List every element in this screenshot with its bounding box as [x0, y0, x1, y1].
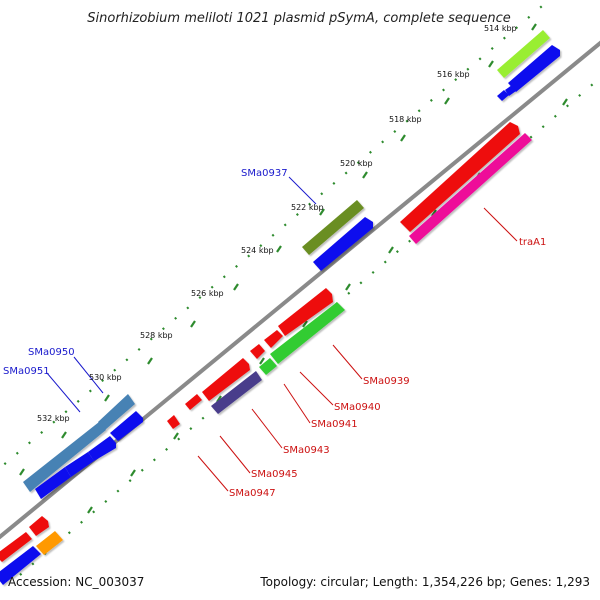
leader-sma0939 [332, 344, 363, 380]
tick-labels: 514 kbp 516 kbp 518 kbp 520 kbp 522 kbp … [37, 24, 517, 423]
gene-label-sma0947[interactable]: SMa0947 [229, 488, 276, 499]
gene-label-sma0941[interactable]: SMa0941 [311, 419, 358, 430]
tick-label-528: 528 kbp [140, 331, 173, 340]
gene-blue-0951b[interactable] [65, 452, 94, 477]
gene-label-sma0951[interactable]: SMa0951 [3, 366, 50, 377]
gene-slate-0943[interactable] [211, 371, 262, 414]
gene-blue-0951c[interactable] [35, 467, 71, 499]
gene-steel-0950[interactable] [98, 394, 135, 430]
inner-tick [302, 320, 308, 328]
tick-label-516: 516 kbp [437, 70, 470, 79]
major-tick [319, 208, 325, 216]
inner-tick [259, 357, 265, 365]
outer-dotted-track [0, 0, 551, 470]
gene-olive-0937[interactable] [302, 200, 364, 255]
major-tick [190, 320, 196, 328]
major-tick [147, 357, 153, 365]
major-ticks [19, 23, 568, 551]
leader-traa1 [483, 207, 518, 242]
gene-red-bl-b[interactable] [0, 532, 32, 562]
gene-red-0940[interactable] [264, 330, 283, 348]
gene-lime-514[interactable] [497, 30, 550, 78]
major-tick [19, 468, 25, 476]
major-tick [444, 97, 450, 105]
inner-tick [130, 469, 136, 477]
gene-red-0947[interactable] [167, 415, 180, 429]
gene-blue-0950[interactable] [110, 411, 143, 441]
gene-label-sma0945[interactable]: SMa0945 [251, 469, 298, 480]
inner-tick [173, 432, 179, 440]
gene-red-0939a[interactable] [278, 288, 333, 336]
gene-magenta-tra[interactable] [409, 133, 532, 244]
leader-sma0947 [197, 455, 229, 492]
gene-label-sma0939[interactable]: SMa0939 [363, 376, 410, 387]
gene-blue-small-b[interactable] [505, 85, 516, 96]
gene-red-0941[interactable] [250, 344, 265, 359]
leader-sma0941 [283, 383, 311, 424]
inner-tick [87, 506, 93, 514]
gene-red-tra[interactable] [400, 122, 520, 232]
tick-label-530: 530 kbp [89, 373, 122, 382]
gene-blue-bl[interactable] [0, 546, 41, 585]
major-tick [488, 60, 494, 68]
leader-sma0940 [299, 371, 334, 406]
gene-red-bl-a[interactable] [29, 516, 49, 536]
gene-green-0941[interactable] [259, 358, 277, 375]
gene-blue-0951a[interactable] [88, 436, 116, 461]
inner-tick [562, 98, 568, 106]
tick-label-526: 526 kbp [191, 289, 224, 298]
inner-tick [345, 283, 351, 291]
leader-sma0950 [73, 356, 104, 394]
major-tick [531, 23, 537, 31]
major-tick [61, 431, 67, 439]
gene-label-sma0937[interactable]: SMa0937 [241, 168, 288, 179]
topology-summary: Topology: circular; Length: 1,354,226 bp… [259, 575, 590, 589]
gene-green-0939[interactable] [270, 302, 345, 364]
major-tick [233, 283, 239, 291]
gene-features[interactable] [0, 30, 560, 585]
accession-text: Accession: NC_003037 [8, 575, 144, 589]
tick-label-524: 524 kbp [241, 246, 274, 255]
gene-label-sma0943[interactable]: SMa0943 [283, 445, 330, 456]
tick-label-518: 518 kbp [389, 115, 422, 124]
gene-blue-515[interactable] [508, 45, 560, 92]
gene-steel-0951[interactable] [23, 422, 106, 492]
leader-sma0937 [288, 176, 317, 205]
tick-label-522: 522 kbp [291, 203, 324, 212]
gene-orange-bl[interactable] [36, 531, 63, 555]
genome-backbone [0, 40, 600, 540]
map-title: Sinorhizobium meliloti 1021 plasmid pSym… [87, 11, 510, 26]
major-tick [104, 394, 110, 402]
tick-label-520: 520 kbp [340, 159, 373, 168]
tick-label-532: 532 kbp [37, 414, 70, 423]
major-tick [362, 171, 368, 179]
gene-blue-0937[interactable] [313, 217, 373, 271]
major-tick [276, 245, 282, 253]
major-tick [400, 134, 406, 142]
inner-tick [388, 246, 394, 254]
leader-lines [46, 176, 518, 492]
leader-sma0951 [46, 372, 81, 413]
gene-labels[interactable]: SMa0937 SMa0950 SMa0951 traA1 SMa0939 SM… [3, 168, 546, 499]
tick-label-514: 514 kbp [484, 24, 517, 33]
gene-label-traa1[interactable]: traA1 [519, 237, 546, 248]
gene-label-sma0940[interactable]: SMa0940 [334, 402, 381, 413]
gene-red-0943[interactable] [202, 358, 250, 401]
gene-blue-small-a[interactable] [497, 90, 509, 101]
leader-sma0945 [219, 435, 251, 474]
gene-red-0945[interactable] [185, 394, 202, 410]
gene-label-sma0950[interactable]: SMa0950 [28, 347, 75, 358]
leader-sma0943 [251, 408, 283, 449]
